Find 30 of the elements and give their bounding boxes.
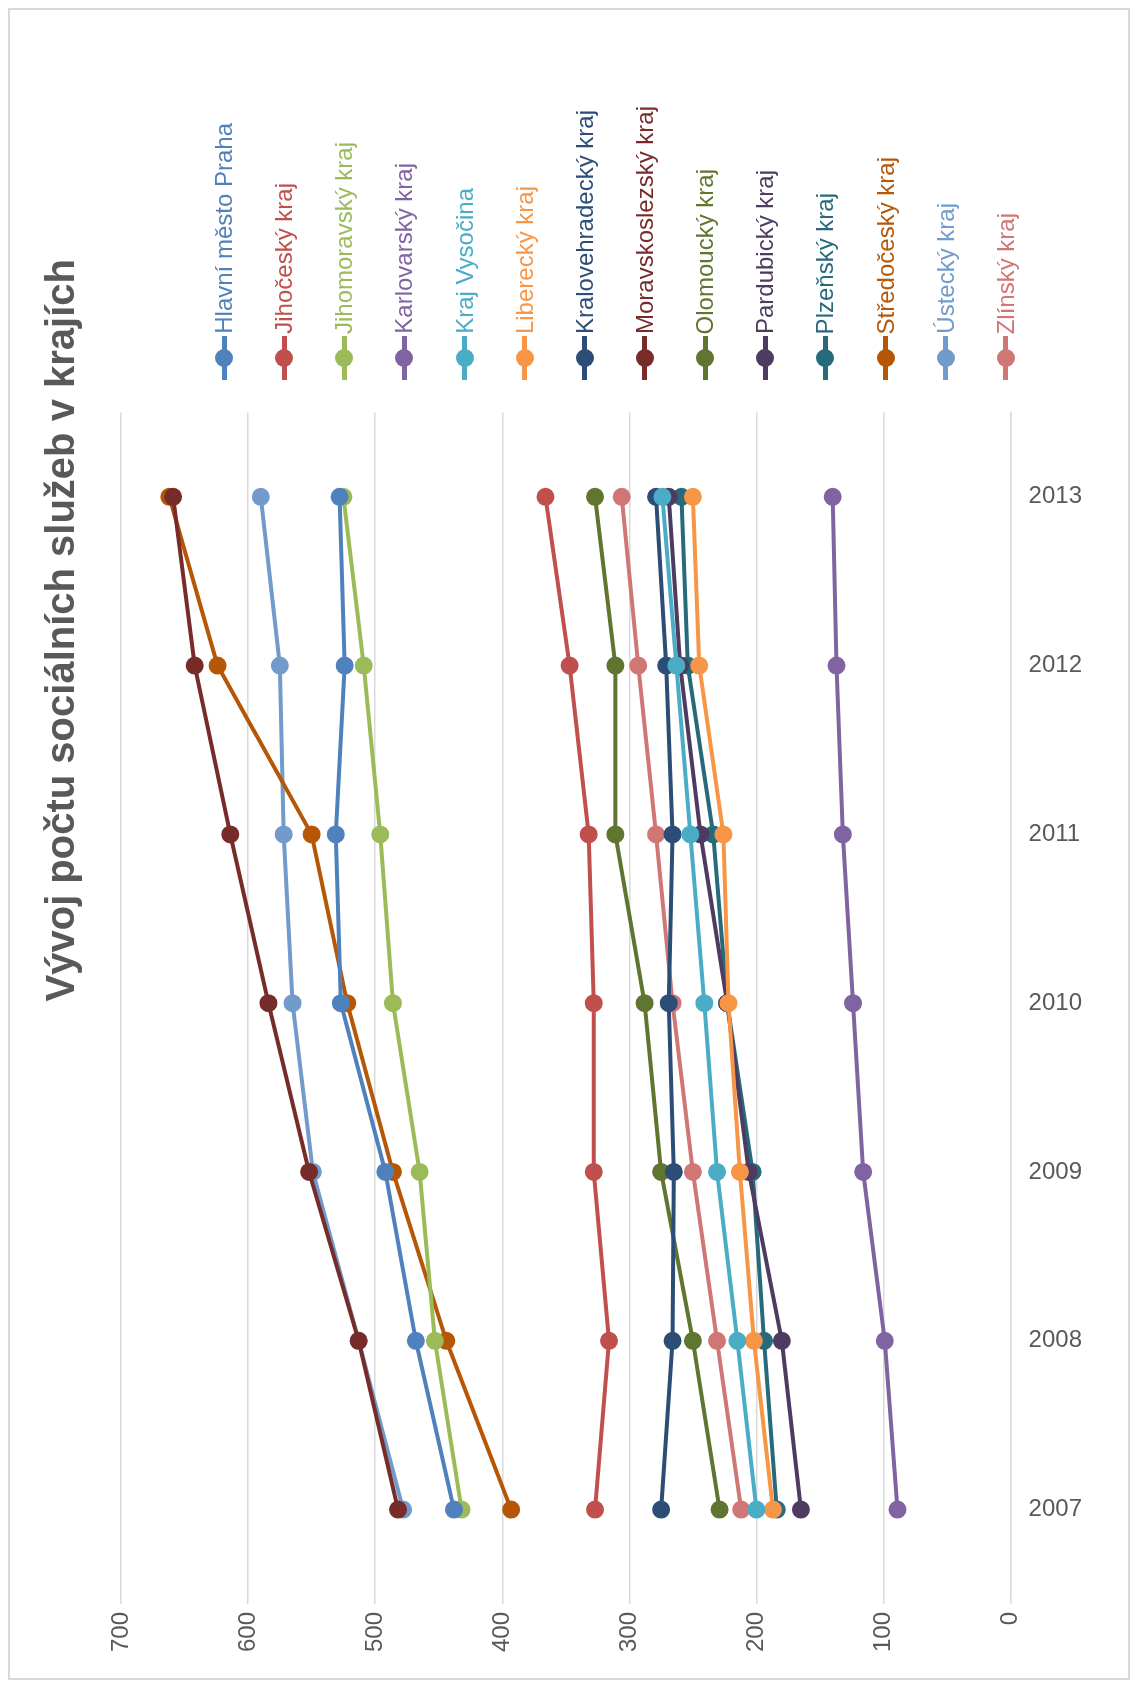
x-tick-label: 400 bbox=[486, 1611, 514, 1652]
text: Ústecký kraj bbox=[931, 203, 960, 334]
y-tick-label: 2008 bbox=[1028, 1325, 1082, 1353]
y-tick-label: 2010 bbox=[1028, 987, 1082, 1015]
x-tick-label: 200 bbox=[741, 1611, 769, 1652]
x-tick-label: 700 bbox=[105, 1611, 133, 1652]
x-tick-label: 300 bbox=[613, 1611, 641, 1652]
y-tick-label: 2011 bbox=[1028, 819, 1081, 847]
text: Olomoucký kraj bbox=[691, 168, 720, 334]
text: Hlavní město Praha bbox=[210, 123, 238, 334]
text: Středočeský kraj bbox=[871, 156, 900, 334]
text: Zlínský kraj bbox=[991, 212, 1020, 334]
text: Kralovehradecký kraj bbox=[570, 109, 599, 334]
x-tick-label: 500 bbox=[359, 1611, 387, 1652]
y-tick-label: 2012 bbox=[1028, 650, 1082, 678]
text: Pardubický kraj bbox=[751, 169, 780, 334]
x-tick-label: 600 bbox=[232, 1611, 260, 1652]
text: Plzeňský kraj bbox=[811, 192, 840, 334]
text: Jihomoravský kraj bbox=[330, 141, 359, 334]
x-tick-label: 0 bbox=[995, 1611, 1023, 1626]
x-tick-label: 100 bbox=[868, 1611, 896, 1652]
text: Karlovarský kraj bbox=[390, 163, 419, 334]
y-tick-label: 2009 bbox=[1028, 1156, 1082, 1184]
y-tick-label: 2013 bbox=[1028, 481, 1082, 509]
y-tick-label: 2007 bbox=[1028, 1494, 1082, 1522]
text: Moravskoslezský kraj bbox=[630, 105, 659, 334]
text: Vývoj počtu sociálních služeb v krajích bbox=[37, 258, 83, 1002]
text: Liberecký kraj bbox=[510, 185, 539, 334]
text: Jihočeský kraj bbox=[270, 183, 299, 334]
text: Kraj Vysočina bbox=[450, 188, 479, 334]
